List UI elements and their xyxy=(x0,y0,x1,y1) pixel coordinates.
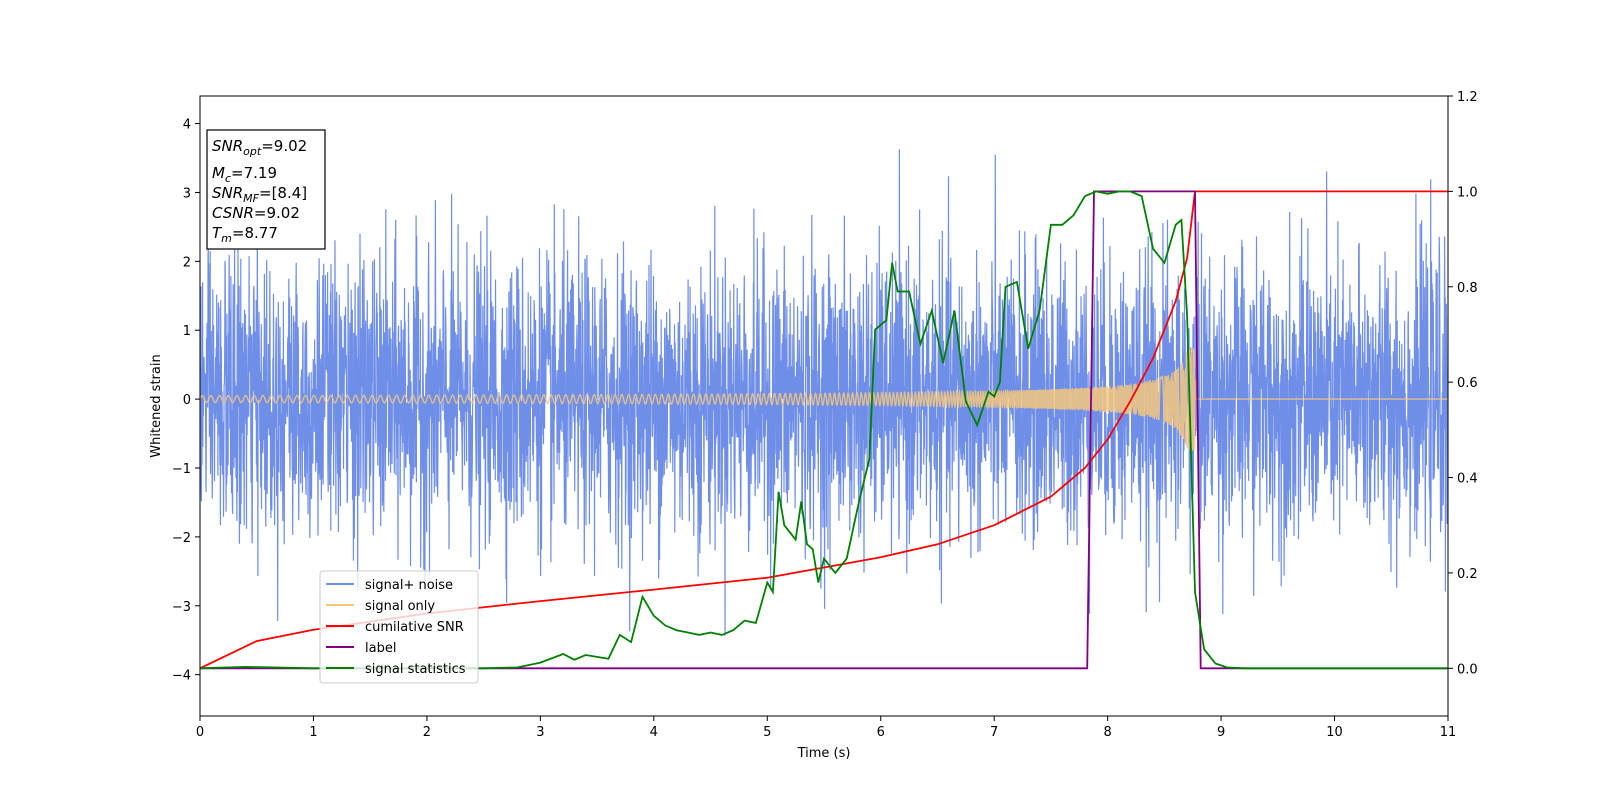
y-tick-label: −4 xyxy=(172,669,191,684)
y2-tick-label: 0.6 xyxy=(1457,376,1478,391)
y-tick-label: 2 xyxy=(183,255,191,270)
legend-frame xyxy=(319,570,479,684)
series-signal-only xyxy=(200,347,1448,451)
y2-tick-label: 0.0 xyxy=(1457,662,1478,677)
info-snr-mf: SNRMF=[8.4] xyxy=(212,184,307,205)
info-snr-opt-base: SNR xyxy=(212,137,243,155)
info-tm: Tm=8.77 xyxy=(212,224,278,245)
y2-tick-label: 1.2 xyxy=(1457,90,1478,105)
y-tick-label: 4 xyxy=(183,118,191,133)
y2-tick-label: 0.2 xyxy=(1457,567,1478,582)
info-csnr-value: =9.02 xyxy=(254,204,300,222)
x-tick-label: 10 xyxy=(1326,725,1343,740)
info-tm-base: T xyxy=(212,224,223,242)
info-snr-opt: SNRopt=9.02 xyxy=(212,137,307,158)
x-tick-label: 0 xyxy=(196,725,204,740)
info-csnr-base: CSNR xyxy=(212,204,254,222)
legend-label-cumulative-snr: cumilative SNR xyxy=(365,620,464,635)
y2-tick-label: 0.8 xyxy=(1457,281,1478,296)
x-tick-label: 5 xyxy=(763,725,771,740)
y-tick-label: 1 xyxy=(183,324,191,339)
info-tm-sub: m xyxy=(221,232,232,245)
y-tick-label: 3 xyxy=(183,186,191,201)
legend-label-signal-noise: signal+ noise xyxy=(365,578,453,593)
info-snr-mf-base: SNR xyxy=(212,184,243,202)
y-tick-label: −2 xyxy=(172,531,191,546)
info-csnr: CSNR=9.02 xyxy=(212,204,300,222)
info-box: SNRopt=9.02 Mc=7.19 SNRMF=[8.4] CSNR=9.0… xyxy=(206,129,326,250)
axes-layer: 0 1 2 3 4 5 6 7 8 9 10 1143210−1−2−3−41.21.00.80.60… xyxy=(172,90,1478,740)
y-tick-label: 0 xyxy=(183,393,191,408)
x-tick-label: 4 xyxy=(650,725,658,740)
legend-label-signal-statistics: signal statistics xyxy=(365,662,466,677)
x-tick-label: 2 xyxy=(423,725,431,740)
x-tick-label: 9 xyxy=(1217,725,1225,740)
x-tick-label: 7 xyxy=(990,725,998,740)
legend: signal+ noise signal only cumilative SNR… xyxy=(319,570,479,684)
x-tick-label: 3 xyxy=(536,725,544,740)
y-axis-label: Whitened strain xyxy=(149,354,164,457)
legend-label-label: label xyxy=(365,641,396,656)
info-tm-value: =8.77 xyxy=(232,224,278,242)
info-snr-mf-sub: MF xyxy=(243,192,259,205)
info-mc-value: =7.19 xyxy=(231,164,277,182)
info-snr-opt-sub: opt xyxy=(243,145,262,158)
info-box-frame xyxy=(206,129,326,250)
series-signal-statistics xyxy=(200,190,1448,670)
info-mc: Mc=7.19 xyxy=(212,164,277,185)
info-snr-mf-value: =[8.4] xyxy=(259,184,307,202)
y-tick-label: −3 xyxy=(172,600,191,615)
x-tick-label: 1 xyxy=(309,725,317,740)
legend-label-signal-only: signal only xyxy=(365,599,435,614)
x-tick-label: 8 xyxy=(1103,725,1111,740)
plot-frame xyxy=(199,95,1449,717)
x-tick-label: 6 xyxy=(877,725,885,740)
x-axis-label: Time (s) xyxy=(797,746,851,761)
y2-tick-label: 0.4 xyxy=(1457,472,1478,487)
info-snr-opt-value: =9.02 xyxy=(261,137,307,155)
info-mc-base: M xyxy=(212,164,225,182)
y2-tick-label: 1.0 xyxy=(1457,185,1478,200)
series-signal-noise xyxy=(200,149,1448,636)
x-tick-label: 11 xyxy=(1440,725,1457,740)
y-tick-label: −1 xyxy=(172,462,191,477)
info-mc-sub: c xyxy=(225,172,231,185)
